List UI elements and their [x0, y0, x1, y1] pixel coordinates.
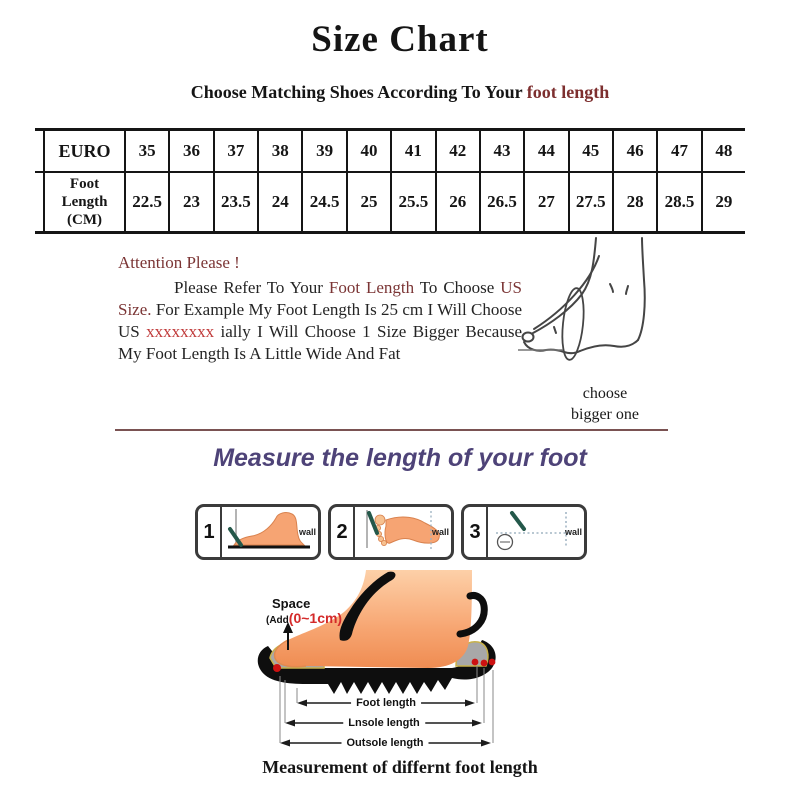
euro-cell: 35	[126, 131, 171, 171]
table-left-margin	[35, 131, 43, 171]
attention-block: Attention Please ! Please Refer To Your …	[118, 253, 522, 365]
cm-cell: 24.5	[303, 173, 348, 231]
bottom-caption: Measurement of differnt foot length	[262, 757, 538, 777]
wall-label: wall	[431, 527, 449, 537]
add-text: (Add	[266, 615, 289, 626]
euro-cell: 39	[303, 131, 348, 171]
shoe-cross-section-art	[257, 570, 496, 747]
cm-cell: 25.5	[392, 173, 437, 231]
euro-cell: 37	[215, 131, 260, 171]
cm-cell: 25	[348, 173, 393, 231]
foot-sole-icon	[366, 510, 440, 549]
attention-us-size-text: US Size.	[118, 278, 522, 319]
euro-cell: 46	[614, 131, 659, 171]
cm-cell: 27	[525, 173, 570, 231]
subtitle-text: Choose Matching Shoes According To Your	[190, 82, 527, 102]
cm-cell: 22.5	[126, 173, 171, 231]
euro-row: EURO 35 36 37 38 39 40 41 42 43 44 45 46…	[35, 131, 745, 173]
step-panel-1: 1 wall	[195, 504, 321, 560]
foot-length-row: Foot Length (CM) 22.5 23 23.5 24 24.5 25…	[35, 173, 745, 231]
euro-cell: 47	[658, 131, 703, 171]
size-table: EURO 35 36 37 38 39 40 41 42 43 44 45 46…	[35, 128, 745, 234]
euro-cell: 36	[170, 131, 215, 171]
cm-cell: 23	[170, 173, 215, 231]
attention-title: Attention Please !	[118, 253, 240, 272]
euro-cell: 38	[259, 131, 304, 171]
step-number: 3	[464, 507, 488, 557]
foot-against-wall-icon	[228, 509, 310, 549]
outsole-length-arrow-label: Outsole length	[341, 737, 429, 749]
shoe-cross-section-diagram: Space (Add(0~1cm) Foot length Lnsole len…	[228, 570, 573, 760]
cm-cell: 28.5	[658, 173, 703, 231]
step-number: 2	[331, 507, 355, 557]
wall-label: wall	[564, 527, 582, 537]
euro-cell: 48	[715, 141, 733, 160]
cm-cell: 24	[259, 173, 304, 231]
attention-paragraph: Please Refer To Your Foot Length To Choo…	[118, 277, 522, 365]
attention-foot-length-text: Foot Length	[328, 278, 415, 297]
page-title: Size Chart	[311, 19, 489, 60]
choose-bigger-note: choose bigger one	[571, 385, 639, 423]
add-value-text: (0~1cm)	[288, 610, 343, 626]
foot-length-header-cell: Foot Length (CM)	[43, 173, 126, 231]
step-panel-3: 3 wall	[461, 504, 587, 560]
cm-cell: 27.5	[570, 173, 614, 231]
measure-heading: Measure the length of your foot	[213, 444, 587, 472]
attention-redacted-text: xxxxxxxx	[146, 322, 215, 341]
space-label: Space	[272, 596, 311, 611]
euro-cell: 40	[348, 131, 393, 171]
euro-cell: 42	[437, 131, 481, 171]
euro-cell: 45	[570, 131, 614, 171]
step-2-art: wall	[355, 507, 451, 557]
wall-label: wall	[298, 527, 316, 537]
subtitle-accent-text: foot length	[526, 82, 610, 102]
euro-cell: 44	[525, 131, 570, 171]
measure-distance-icon	[496, 511, 572, 551]
cm-cell: 26.5	[481, 173, 526, 231]
insole-length-arrow-label: Lnsole length	[343, 717, 425, 729]
measure-steps: 1 wall 2	[195, 504, 587, 560]
step-3-art: wall	[488, 507, 584, 557]
step-panel-2: 2 wall	[328, 504, 454, 560]
attention-text: ially I Will Choose 1 Size Bigger Becaus…	[118, 322, 522, 363]
euro-cell: 43	[481, 131, 526, 171]
foot-length-arrow-label: Foot length	[351, 697, 421, 709]
attention-text: For Example My Foot Length Is 25 cm I Wi…	[118, 300, 522, 341]
table-left-margin	[35, 173, 43, 231]
cm-cell: 26	[437, 173, 481, 231]
step-number: 1	[198, 507, 222, 557]
space-add-label: (Add(0~1cm)	[266, 610, 342, 626]
cm-cell: 23.5	[215, 173, 260, 231]
cm-cell: 28	[614, 173, 659, 231]
euro-header-cell: EURO	[43, 131, 126, 171]
cm-cell: 29	[715, 192, 733, 211]
foot-sketch-drawing	[518, 237, 646, 361]
step-1-art: wall	[222, 507, 318, 557]
attention-text: To Choose	[414, 278, 501, 297]
euro-cell: 41	[392, 131, 437, 171]
attention-text: Please Refer To Your	[174, 278, 329, 297]
section-divider	[115, 429, 668, 431]
subtitle: Choose Matching Shoes According To Your …	[0, 82, 800, 103]
